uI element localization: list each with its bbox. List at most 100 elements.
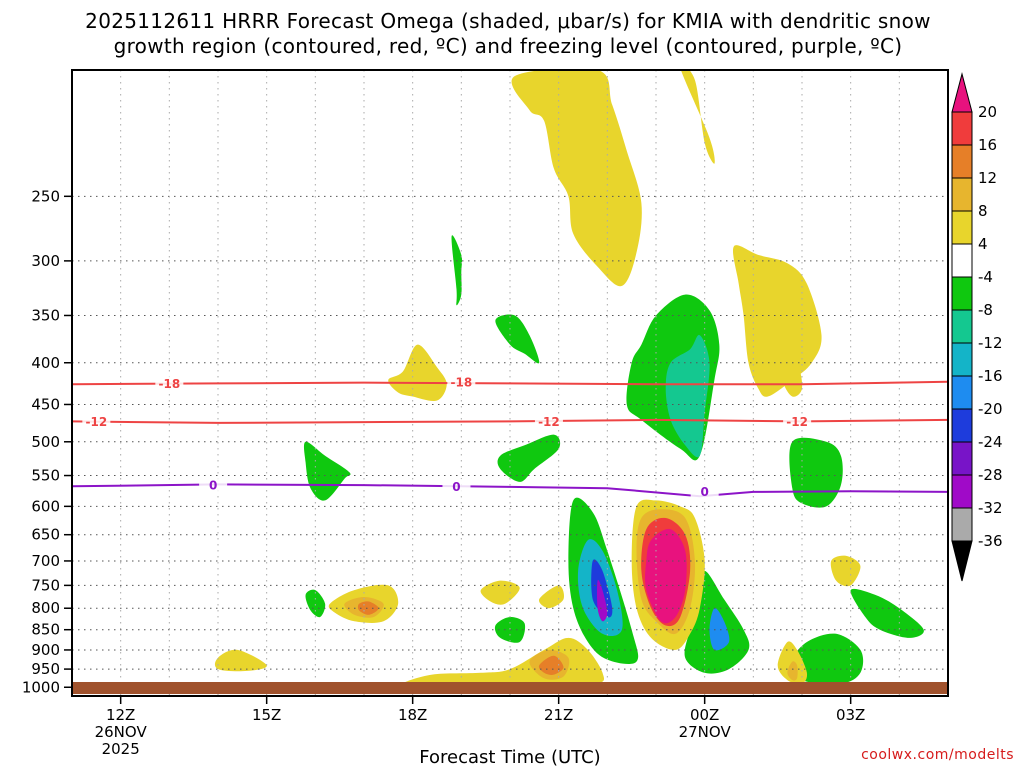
- y-tick-label: 500: [31, 433, 60, 451]
- omega-region-37: [780, 353, 803, 397]
- plot-frame: [71, 69, 949, 697]
- colorbar-label: 12: [978, 169, 997, 187]
- y-tick-label: 800: [31, 599, 60, 617]
- contour-label-bg: [82, 414, 111, 429]
- y-axis-ticks: 250 300 350 400 450 500 550 600 650 700 750 800 850 9…: [22, 187, 72, 696]
- omega-region-33: [538, 655, 564, 675]
- y-tick-label: 550: [31, 467, 60, 485]
- colorbar: 20 16 12 8 4 -4 -8 -12 -16 -20 -24 -28 -32 -36: [951, 72, 1003, 582]
- omega-region-5: [495, 314, 540, 364]
- contour-label: -18: [158, 377, 180, 391]
- omega-region-9: [789, 437, 843, 508]
- colorbar-bottom-arrow: [951, 540, 973, 582]
- y-tick-label: 950: [31, 660, 60, 678]
- contour-label: -12: [85, 415, 107, 429]
- terrain-surface: [72, 682, 948, 694]
- contour-label-bg: [199, 477, 228, 492]
- y-tick-label: 650: [31, 526, 60, 544]
- x-tick-label: 12Z: [106, 706, 135, 724]
- contour-label: 0: [452, 480, 460, 494]
- omega-region-0: [511, 70, 642, 287]
- omega-region-30: [214, 649, 267, 672]
- contour-label-bg: [442, 478, 471, 493]
- colorbar-label: -12: [978, 334, 1003, 352]
- colorbar-label: -24: [978, 433, 1003, 451]
- colorbar-band: [951, 507, 973, 542]
- contour-0: [72, 483, 948, 498]
- colorbar-label: 20: [978, 103, 997, 121]
- colorbar-label: -36: [978, 532, 1003, 550]
- colorbar-band: [951, 474, 973, 509]
- y-tick-label: 850: [31, 621, 60, 639]
- chart-title-line-1: 2025112611 HRRR Forecast Omega (shaded, …: [85, 9, 931, 33]
- y-tick-label: 250: [31, 187, 60, 205]
- omega-region-3: [388, 344, 447, 402]
- x-tick-label: 21Z: [544, 706, 573, 724]
- x-tick-label: 00Z: [690, 706, 719, 724]
- colorbar-label: 8: [978, 202, 988, 220]
- omega-region-6: [303, 441, 351, 501]
- contour-label-bg: [690, 483, 719, 498]
- colorbar-band: [951, 276, 973, 311]
- colorbar-band: [951, 408, 973, 443]
- omega-region-29: [538, 585, 565, 609]
- y-tick-label: 900: [31, 641, 60, 659]
- omega-region-24: [644, 528, 687, 624]
- omega-region-12: [792, 633, 864, 685]
- y-tick-label: 450: [31, 395, 60, 413]
- omega-region-1: [680, 70, 715, 164]
- x-tick-label: 18Z: [398, 706, 427, 724]
- omega-region-16: [665, 334, 710, 458]
- credit-url: coolwx.com/modelts: [861, 747, 1014, 763]
- colorbar-label: -8: [978, 301, 993, 319]
- omega-region-35: [787, 661, 798, 681]
- colorbar-top-arrow: [951, 72, 973, 113]
- colorbar-band: [951, 111, 973, 146]
- x-tick-label: 27NOV: [679, 723, 732, 741]
- y-tick-label: 600: [31, 497, 60, 515]
- contour-label: -12: [786, 415, 808, 429]
- colorbar-label: -4: [978, 268, 993, 286]
- temperature-contours: -18 -18 -12 -12 -12 0 0 0: [72, 374, 948, 499]
- contour-label-bg: [447, 374, 476, 389]
- colorbar-band: [951, 144, 973, 179]
- x-tick-label: 26NOV: [95, 723, 148, 741]
- colorbar-band: [951, 375, 973, 410]
- omega-shading: [214, 70, 924, 688]
- contour-label: 0: [700, 485, 708, 499]
- colorbar-band: [951, 342, 973, 377]
- contour--12: [72, 418, 948, 424]
- x-tick-label: 2025: [102, 740, 140, 758]
- colorbar-label: -16: [978, 367, 1003, 385]
- y-tick-label: 700: [31, 552, 60, 570]
- omega-region-28: [480, 580, 520, 605]
- contour-label-bg: [783, 414, 812, 429]
- y-tick-label: 350: [31, 306, 60, 324]
- y-tick-label: 400: [31, 354, 60, 372]
- colorbar-label: -32: [978, 499, 1003, 517]
- x-axis-label: Forecast Time (UTC): [419, 747, 600, 768]
- colorbar-band: [951, 441, 973, 476]
- colorbar-band: [951, 210, 973, 245]
- colorbar-label: 16: [978, 136, 997, 154]
- omega-region-27: [357, 601, 379, 615]
- omega-region-13: [850, 588, 924, 638]
- contour-label: 0: [209, 479, 217, 493]
- colorbar-label: -28: [978, 466, 1003, 484]
- omega-region-36: [830, 555, 861, 587]
- contour-label-bg: [155, 376, 184, 391]
- colorbar-band: [951, 309, 973, 344]
- x-tick-label: 15Z: [252, 706, 281, 724]
- colorbar-band: [951, 177, 973, 212]
- omega-region-7: [497, 434, 561, 482]
- omega-region-31: [402, 637, 605, 688]
- omega-region-4: [451, 235, 463, 306]
- contour--18: [72, 380, 948, 386]
- omega-region-14: [305, 589, 326, 618]
- y-tick-label: 1000: [22, 678, 60, 696]
- contour-label: -18: [450, 376, 472, 390]
- omega-region-2: [732, 245, 822, 397]
- y-tick-label: 750: [31, 576, 60, 594]
